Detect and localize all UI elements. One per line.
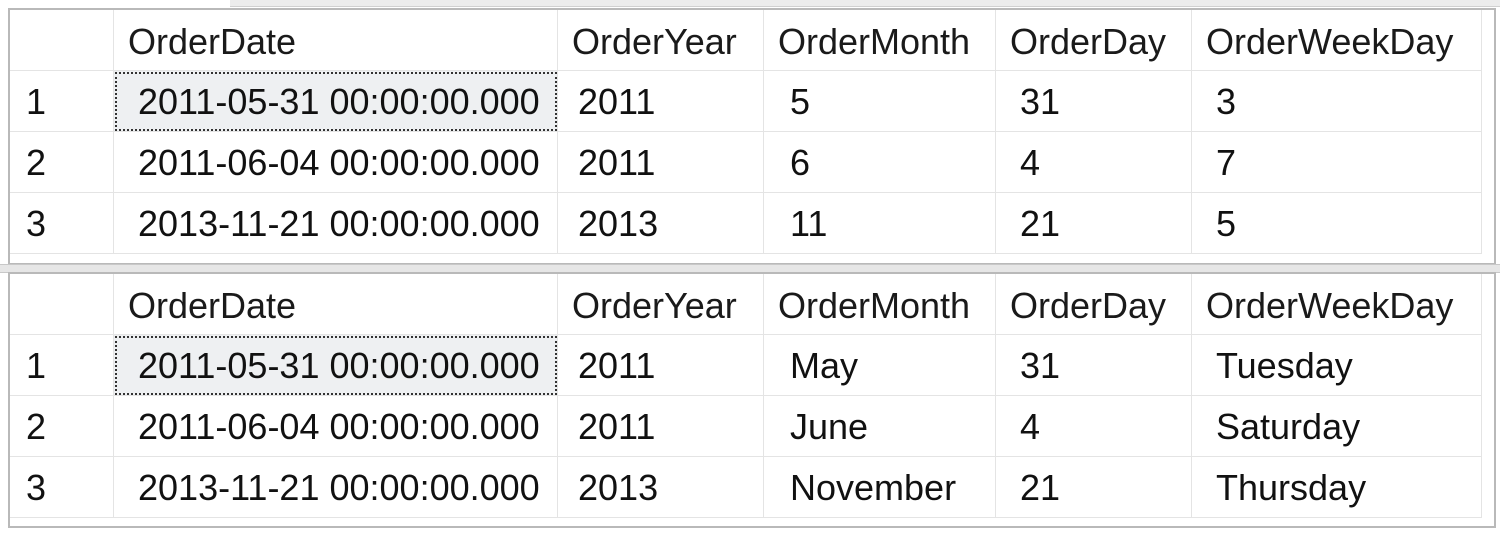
cell-orderdate[interactable]: 2013-11-21 00:00:00.000 (114, 457, 558, 518)
cell-orderday[interactable]: 4 (996, 132, 1192, 193)
table-row[interactable]: 2 2011-06-04 00:00:00.000 2011 June 4 Sa… (10, 396, 1482, 457)
cell-orderweekday[interactable]: 3 (1192, 71, 1482, 132)
cell-orderyear[interactable]: 2013 (558, 457, 764, 518)
cell-orderyear[interactable]: 2011 (558, 71, 764, 132)
header-row: OrderDate OrderYear OrderMonth OrderDay … (10, 274, 1482, 335)
row-number[interactable]: 2 (10, 396, 114, 457)
cell-orderdate-selected[interactable]: 2011-05-31 00:00:00.000 (114, 71, 558, 132)
table-row[interactable]: 3 2013-11-21 00:00:00.000 2013 11 21 5 (10, 193, 1482, 254)
cell-orderday[interactable]: 31 (996, 335, 1192, 396)
cell-orderdate[interactable]: 2011-06-04 00:00:00.000 (114, 132, 558, 193)
cell-orderweekday[interactable]: Tuesday (1192, 335, 1482, 396)
cell-orderdate[interactable]: 2011-06-04 00:00:00.000 (114, 396, 558, 457)
cell-orderday[interactable]: 4 (996, 396, 1192, 457)
column-header-orderdate[interactable]: OrderDate (114, 10, 558, 71)
row-number[interactable]: 2 (10, 132, 114, 193)
cell-orderyear[interactable]: 2011 (558, 132, 764, 193)
cell-orderday[interactable]: 31 (996, 71, 1192, 132)
column-header-orderday[interactable]: OrderDay (996, 10, 1192, 71)
top-strip (230, 0, 1500, 7)
cell-ordermonth[interactable]: June (764, 396, 996, 457)
row-number-header[interactable] (10, 274, 114, 335)
row-number[interactable]: 1 (10, 335, 114, 396)
cell-ordermonth[interactable]: 5 (764, 71, 996, 132)
row-number[interactable]: 3 (10, 457, 114, 518)
cell-orderday[interactable]: 21 (996, 457, 1192, 518)
column-header-orderday[interactable]: OrderDay (996, 274, 1192, 335)
row-number-header[interactable] (10, 10, 114, 71)
column-header-orderyear[interactable]: OrderYear (558, 10, 764, 71)
table-row[interactable]: 2 2011-06-04 00:00:00.000 2011 6 4 7 (10, 132, 1482, 193)
cell-orderweekday[interactable]: Saturday (1192, 396, 1482, 457)
cell-orderweekday[interactable]: Thursday (1192, 457, 1482, 518)
results-grid-2[interactable]: OrderDate OrderYear OrderMonth OrderDay … (8, 272, 1496, 528)
results-grid-1[interactable]: OrderDate OrderYear OrderMonth OrderDay … (8, 8, 1496, 265)
column-header-ordermonth[interactable]: OrderMonth (764, 274, 996, 335)
cell-orderyear[interactable]: 2011 (558, 335, 764, 396)
header-row: OrderDate OrderYear OrderMonth OrderDay … (10, 10, 1482, 71)
column-header-orderdate[interactable]: OrderDate (114, 274, 558, 335)
row-number[interactable]: 1 (10, 71, 114, 132)
cell-orderweekday[interactable]: 5 (1192, 193, 1482, 254)
cell-orderyear[interactable]: 2011 (558, 396, 764, 457)
cell-orderdate[interactable]: 2013-11-21 00:00:00.000 (114, 193, 558, 254)
cell-orderdate-selected[interactable]: 2011-05-31 00:00:00.000 (114, 335, 558, 396)
table-row[interactable]: 3 2013-11-21 00:00:00.000 2013 November … (10, 457, 1482, 518)
column-header-orderyear[interactable]: OrderYear (558, 274, 764, 335)
table-row[interactable]: 1 2011-05-31 00:00:00.000 2011 5 31 3 (10, 71, 1482, 132)
cell-ordermonth[interactable]: 6 (764, 132, 996, 193)
cell-ordermonth[interactable]: 11 (764, 193, 996, 254)
table-row[interactable]: 1 2011-05-31 00:00:00.000 2011 May 31 Tu… (10, 335, 1482, 396)
cell-orderweekday[interactable]: 7 (1192, 132, 1482, 193)
column-header-ordermonth[interactable]: OrderMonth (764, 10, 996, 71)
cell-orderyear[interactable]: 2013 (558, 193, 764, 254)
column-header-orderweekday[interactable]: OrderWeekDay (1192, 274, 1482, 335)
row-number[interactable]: 3 (10, 193, 114, 254)
cell-orderday[interactable]: 21 (996, 193, 1192, 254)
cell-ordermonth[interactable]: November (764, 457, 996, 518)
column-header-orderweekday[interactable]: OrderWeekDay (1192, 10, 1482, 71)
cell-ordermonth[interactable]: May (764, 335, 996, 396)
